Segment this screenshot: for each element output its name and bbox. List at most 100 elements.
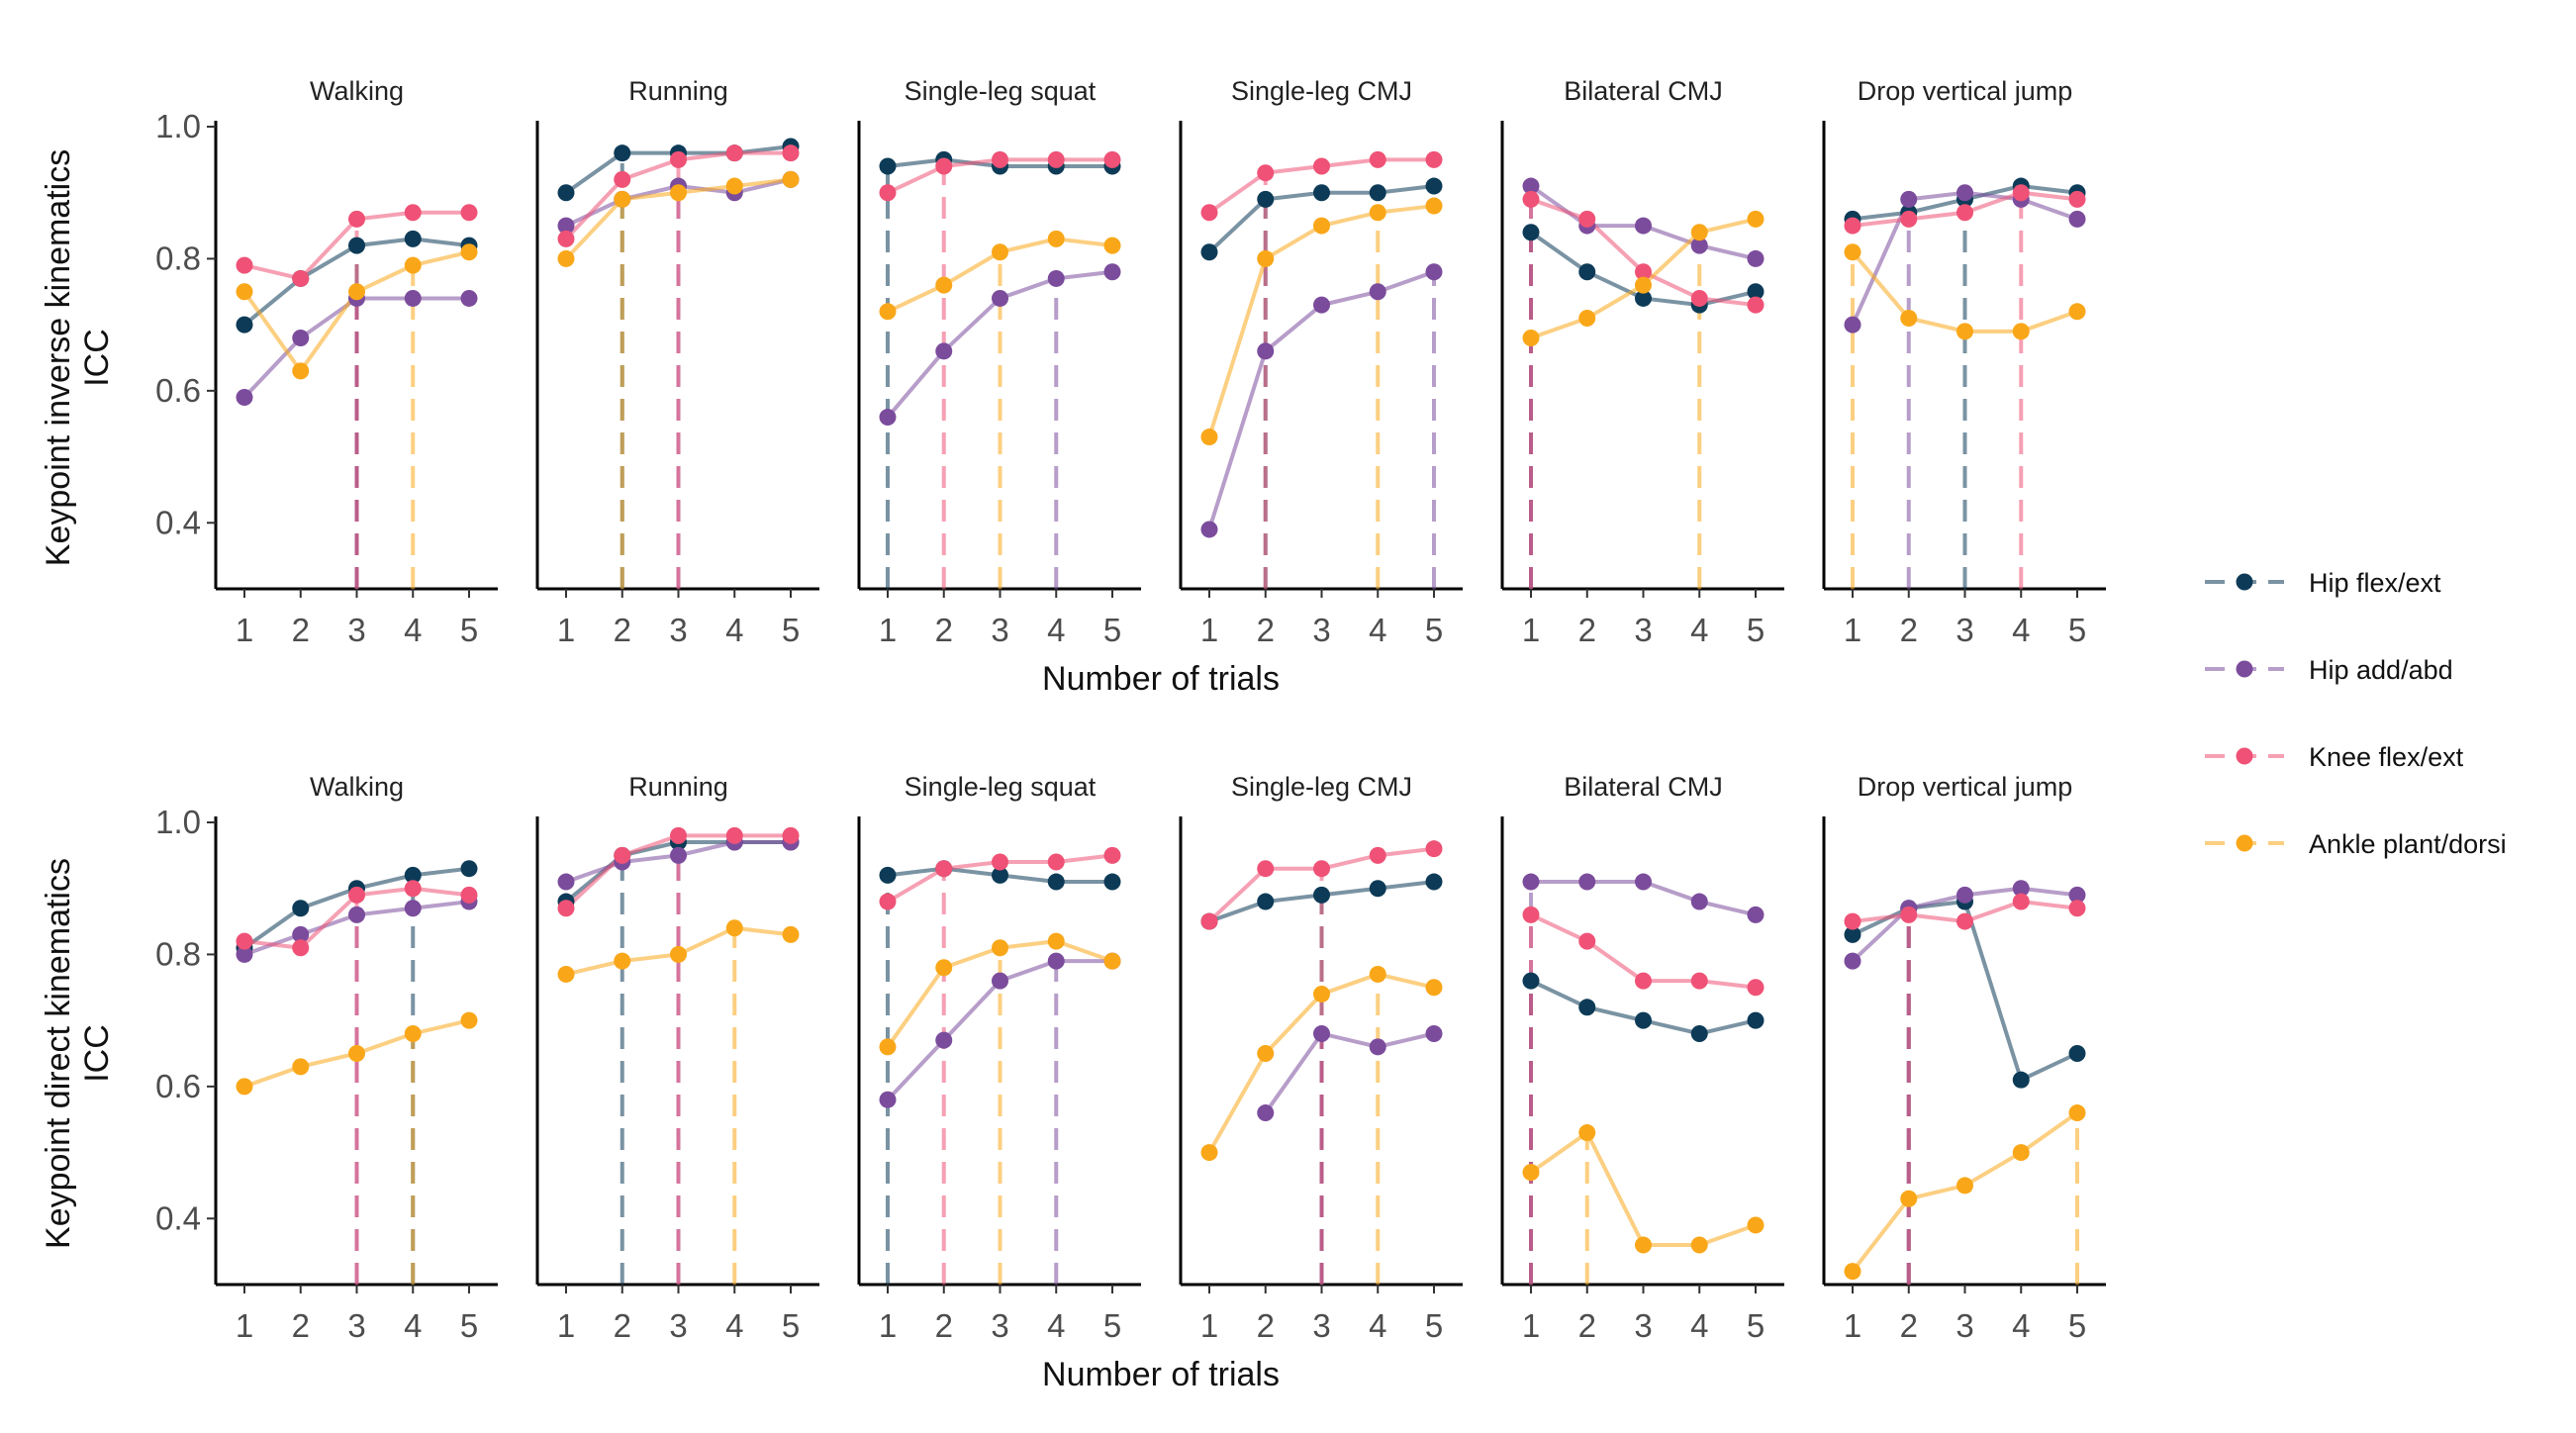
point-knee-flex-ext — [1047, 150, 1065, 168]
point-hip-add-abd — [1200, 521, 1218, 538]
point-hip-add-abd — [404, 900, 422, 917]
point-ankle-plant-dorsi — [1635, 1236, 1652, 1254]
point-knee-flex-ext — [292, 939, 310, 957]
point-ankle-plant-dorsi — [1522, 329, 1540, 346]
point-knee-flex-ext — [1200, 912, 1218, 930]
point-hip-flex-ext — [1425, 177, 1443, 195]
point-ankle-plant-dorsi — [1047, 230, 1065, 247]
point-hip-add-abd — [935, 1031, 953, 1049]
x-tick-label: 5 — [1103, 612, 1121, 648]
point-hip-add-abd — [1313, 296, 1330, 314]
panel-running: Running 1 2 3 4 5 — [535, 772, 819, 1344]
point-hip-add-abd — [1425, 1024, 1443, 1042]
point-hip-flex-ext — [1369, 184, 1386, 202]
point-hip-add-abd — [1844, 316, 1861, 334]
x-tick-label: 5 — [460, 612, 478, 648]
point-ankle-plant-dorsi — [1200, 1144, 1218, 1162]
x-tick-label: 1 — [879, 1307, 897, 1344]
x-tick-label: 5 — [1747, 1307, 1765, 1344]
point-knee-flex-ext — [1578, 210, 1596, 228]
point-hip-flex-ext — [2012, 1071, 2030, 1089]
x-tick-label: 2 — [935, 1307, 953, 1344]
point-hip-flex-ext — [1747, 1011, 1765, 1029]
panel-title: Single-leg squat — [905, 76, 1097, 106]
point-knee-flex-ext — [1522, 906, 1540, 923]
panel-row: Keypoint inverse kinematicsICC Number of … — [40, 76, 2106, 698]
point-ankle-plant-dorsi — [1522, 1164, 1540, 1182]
x-tick-label: 2 — [1578, 612, 1596, 648]
point-hip-flex-ext — [460, 860, 478, 878]
y-tick-label: 1.0 — [155, 108, 201, 144]
point-ankle-plant-dorsi — [236, 283, 253, 301]
point-ankle-plant-dorsi — [1747, 210, 1765, 228]
point-ankle-plant-dorsi — [2012, 323, 2030, 340]
x-tick-label: 1 — [236, 1307, 253, 1344]
point-knee-flex-ext — [557, 900, 575, 917]
point-hip-flex-ext — [1257, 190, 1275, 208]
x-tick-label: 1 — [1200, 612, 1218, 648]
legend-item-ankle-plant-dorsi: Ankle plant/dorsi — [2205, 829, 2507, 859]
y-tick-label: 0.8 — [155, 935, 201, 972]
y-tick-label: 0.8 — [155, 239, 201, 276]
point-ankle-plant-dorsi — [557, 965, 575, 983]
point-hip-flex-ext — [614, 144, 631, 162]
point-ankle-plant-dorsi — [725, 177, 743, 195]
point-hip-add-abd — [404, 289, 422, 307]
x-tick-label: 4 — [725, 612, 743, 648]
point-hip-add-abd — [1369, 283, 1386, 301]
point-hip-add-abd — [992, 289, 1008, 307]
panel-drop-vertical-jump: Drop vertical jump 1 2 3 4 5 — [1822, 76, 2106, 648]
point-ankle-plant-dorsi — [1425, 197, 1443, 215]
x-tick-label: 4 — [725, 1307, 743, 1344]
legend-key-point — [2236, 834, 2253, 852]
point-hip-add-abd — [935, 342, 953, 360]
point-ankle-plant-dorsi — [1425, 979, 1443, 997]
x-axis-title: Number of trials — [1042, 660, 1280, 698]
x-tick-label: 5 — [2068, 612, 2086, 648]
series-line-ankle-plant-dorsi — [1207, 204, 1435, 438]
x-tick-label: 1 — [1200, 1307, 1218, 1344]
point-knee-flex-ext — [1690, 289, 1708, 307]
x-axis-title: Number of trials — [1042, 1356, 1280, 1393]
point-ankle-plant-dorsi — [1900, 309, 1918, 327]
point-ankle-plant-dorsi — [1844, 1263, 1861, 1281]
point-ankle-plant-dorsi — [1103, 952, 1121, 970]
point-hip-flex-ext — [879, 157, 897, 175]
point-hip-flex-ext — [1313, 184, 1330, 202]
point-ankle-plant-dorsi — [292, 1058, 310, 1076]
y-axis-title-line: Keypoint inverse kinematics — [40, 149, 77, 566]
point-knee-flex-ext — [1103, 150, 1121, 168]
point-hip-flex-ext — [348, 237, 365, 254]
legend: Hip flex/ext Hip add/abd Knee flex/ext Ankl… — [2205, 568, 2507, 859]
x-tick-label: 3 — [991, 1307, 1008, 1344]
x-tick-label: 1 — [1844, 1307, 1861, 1344]
point-ankle-plant-dorsi — [992, 243, 1008, 261]
x-tick-label: 3 — [1312, 612, 1330, 648]
y-axis-title-line: ICC — [78, 329, 116, 387]
x-tick-label: 2 — [1578, 1307, 1596, 1344]
point-hip-add-abd — [2012, 880, 2030, 898]
point-ankle-plant-dorsi — [1956, 323, 1973, 340]
x-tick-label: 3 — [1956, 612, 1973, 648]
x-tick-label: 2 — [1257, 612, 1275, 648]
point-ankle-plant-dorsi — [1900, 1190, 1918, 1207]
point-hip-add-abd — [1578, 873, 1596, 891]
point-ankle-plant-dorsi — [614, 952, 631, 970]
point-ankle-plant-dorsi — [2012, 1144, 2030, 1162]
x-tick-label: 1 — [1522, 1307, 1540, 1344]
point-knee-flex-ext — [2012, 184, 2030, 202]
x-tick-label: 5 — [1747, 612, 1765, 648]
panel-single-leg-squat: Single-leg squat 1 2 3 4 5 — [857, 76, 1141, 648]
point-hip-add-abd — [1047, 269, 1065, 287]
point-knee-flex-ext — [348, 210, 365, 228]
y-tick-label: 0.4 — [155, 504, 201, 540]
point-ankle-plant-dorsi — [935, 276, 953, 294]
x-tick-label: 5 — [1425, 612, 1443, 648]
point-hip-add-abd — [879, 1091, 897, 1108]
point-knee-flex-ext — [1844, 912, 1861, 930]
point-hip-add-abd — [292, 925, 310, 943]
point-hip-flex-ext — [1313, 886, 1330, 904]
